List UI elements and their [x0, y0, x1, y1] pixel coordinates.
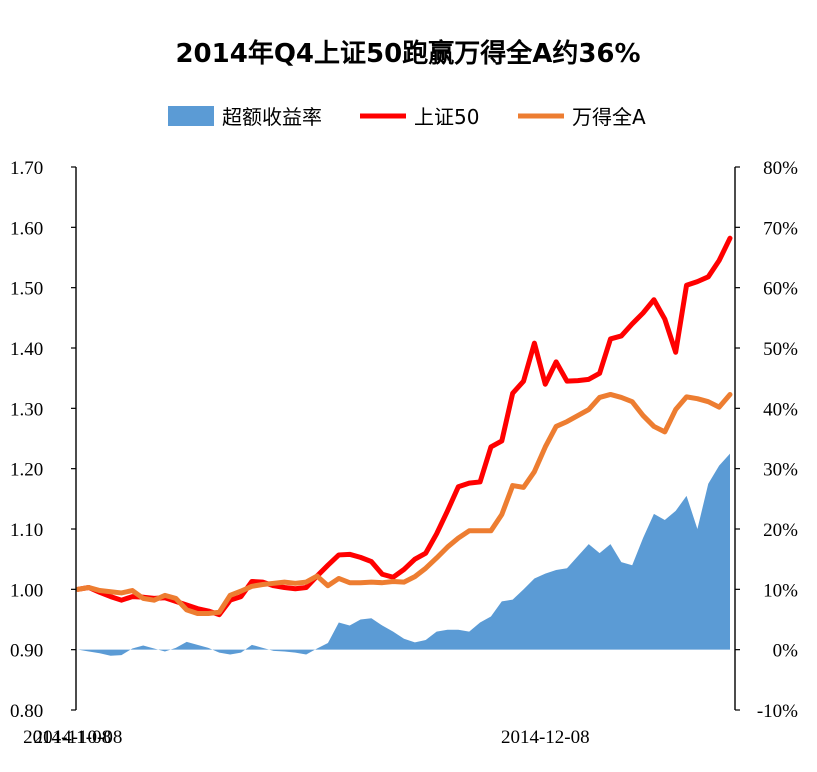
plot-area — [75, 235, 733, 656]
left-tick-label: 1.70 — [10, 158, 43, 179]
left-tick-label: 1.00 — [10, 580, 43, 601]
series-line-wind-all-a — [75, 391, 733, 616]
legend-label-excess-return: 超额收益率 — [222, 105, 322, 129]
right-tick-label: 0% — [773, 641, 799, 662]
left-tick-label: 0.90 — [10, 641, 43, 662]
left-tick-label: 1.10 — [10, 520, 43, 541]
left-tick-label: 1.50 — [10, 279, 43, 300]
right-tick-label: 60% — [763, 279, 798, 300]
x-tick-label: 2014-11-08 — [23, 727, 111, 748]
legend-label-wind-all-a: 万得全A — [572, 105, 646, 129]
left-tick-label: 0.80 — [10, 701, 43, 722]
left-tick-label: 1.20 — [10, 460, 43, 481]
legend: 超额收益率 上证50 万得全A — [168, 105, 646, 129]
right-tick-label: 70% — [763, 218, 798, 239]
tick-labels: 0.80 0.90 1.00 1.10 1.20 1.30 1.40 1.50 1.60 1.70… — [10, 158, 798, 748]
right-tick-label: 50% — [763, 339, 798, 360]
x-tick-label: 2014-10-08 — [34, 727, 123, 748]
legend-swatch-excess-return — [168, 106, 214, 126]
series-area-excess-return — [78, 453, 730, 656]
right-tick-label: 20% — [763, 520, 798, 541]
axes — [75, 167, 736, 710]
legend-label-sse50: 上证50 — [414, 105, 479, 129]
left-tick-label: 1.60 — [10, 218, 43, 239]
right-tick-label: 30% — [763, 460, 798, 481]
chart-title: 2014年Q4上证50跑赢万得全A约36% — [175, 38, 640, 69]
right-tick-label: 40% — [763, 399, 798, 420]
right-tick-label: 10% — [763, 580, 798, 601]
right-tick-label: -10% — [757, 701, 798, 722]
left-tick-label: 1.30 — [10, 399, 43, 420]
left-tick-label: 1.40 — [10, 339, 43, 360]
x-tick-label: 2014-12-08 — [501, 727, 590, 748]
series-line-sse50 — [75, 235, 733, 618]
right-tick-label: 80% — [763, 158, 798, 179]
